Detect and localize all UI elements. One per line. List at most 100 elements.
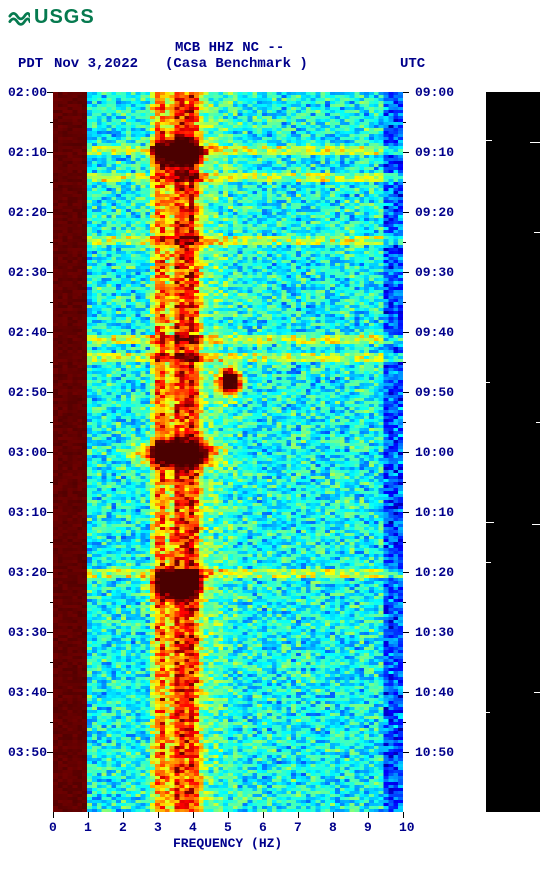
header-station: MCB HHZ NC -- (175, 40, 284, 56)
left-tick (47, 212, 53, 213)
left-minor-tick (50, 302, 53, 303)
x-tick-label: 0 (49, 820, 57, 835)
left-time-label: 03:20 (8, 565, 47, 580)
right-time-label: 09:00 (415, 85, 454, 100)
right-tick (403, 272, 409, 273)
left-minor-tick (50, 122, 53, 123)
left-tick (47, 692, 53, 693)
right-minor-tick (403, 662, 406, 663)
left-time-label: 03:50 (8, 745, 47, 760)
left-time-label: 03:40 (8, 685, 47, 700)
left-time-label: 03:30 (8, 625, 47, 640)
x-tick (333, 812, 334, 818)
x-tick (88, 812, 89, 818)
right-minor-tick (403, 302, 406, 303)
x-tick-label: 5 (224, 820, 232, 835)
left-time-label: 02:30 (8, 265, 47, 280)
left-time-label: 03:00 (8, 445, 47, 460)
right-minor-tick (403, 542, 406, 543)
amplitude-fleck (530, 142, 540, 143)
header-left-tz: PDT (18, 56, 43, 72)
right-minor-tick (403, 362, 406, 363)
right-minor-tick (403, 602, 406, 603)
header-date: Nov 3,2022 (54, 56, 138, 72)
left-minor-tick (50, 182, 53, 183)
left-tick (47, 332, 53, 333)
left-time-label: 02:40 (8, 325, 47, 340)
x-tick (368, 812, 369, 818)
right-tick (403, 212, 409, 213)
right-time-label: 09:20 (415, 205, 454, 220)
amplitude-strip (486, 92, 540, 812)
x-tick-label: 2 (119, 820, 127, 835)
right-tick (403, 452, 409, 453)
right-tick (403, 632, 409, 633)
right-time-label: 09:30 (415, 265, 454, 280)
right-tick (403, 752, 409, 753)
left-tick (47, 512, 53, 513)
right-minor-tick (403, 722, 406, 723)
right-minor-tick (403, 482, 406, 483)
left-minor-tick (50, 242, 53, 243)
amplitude-fleck (486, 140, 492, 141)
x-tick-label: 3 (154, 820, 162, 835)
right-time-label: 10:30 (415, 625, 454, 640)
left-minor-tick (50, 362, 53, 363)
amplitude-fleck (486, 382, 490, 383)
left-time-label: 02:00 (8, 85, 47, 100)
x-axis-title: FREQUENCY (HZ) (173, 836, 282, 851)
left-tick (47, 752, 53, 753)
amplitude-fleck (534, 692, 540, 693)
usgs-logo: USGS (8, 6, 95, 29)
usgs-logo-text: USGS (34, 6, 95, 29)
header-site: (Casa Benchmark ) (165, 56, 308, 72)
right-time-label: 10:50 (415, 745, 454, 760)
x-tick-label: 9 (364, 820, 372, 835)
left-minor-tick (50, 542, 53, 543)
x-tick-label: 4 (189, 820, 197, 835)
left-minor-tick (50, 602, 53, 603)
x-tick (123, 812, 124, 818)
right-tick (403, 92, 409, 93)
left-time-label: 03:10 (8, 505, 47, 520)
right-time-label: 10:10 (415, 505, 454, 520)
right-minor-tick (403, 182, 406, 183)
left-minor-tick (50, 722, 53, 723)
amplitude-fleck (486, 522, 494, 523)
x-tick-label: 8 (329, 820, 337, 835)
right-tick (403, 512, 409, 513)
right-time-label: 10:00 (415, 445, 454, 460)
x-tick-label: 7 (294, 820, 302, 835)
right-time-label: 10:40 (415, 685, 454, 700)
right-tick (403, 152, 409, 153)
x-tick (228, 812, 229, 818)
left-tick (47, 632, 53, 633)
right-minor-tick (403, 242, 406, 243)
right-tick (403, 572, 409, 573)
amplitude-fleck (486, 562, 491, 563)
spectrogram (53, 92, 403, 812)
right-minor-tick (403, 422, 406, 423)
x-tick (53, 812, 54, 818)
amplitude-fleck (486, 712, 490, 713)
x-tick (158, 812, 159, 818)
left-tick (47, 572, 53, 573)
right-tick (403, 692, 409, 693)
left-tick (47, 92, 53, 93)
x-tick-label: 1 (84, 820, 92, 835)
amplitude-fleck (534, 232, 540, 233)
x-tick-label: 6 (259, 820, 267, 835)
header-right-tz: UTC (400, 56, 425, 72)
wave-icon (8, 7, 30, 29)
right-time-label: 10:20 (415, 565, 454, 580)
left-time-label: 02:20 (8, 205, 47, 220)
right-time-label: 09:50 (415, 385, 454, 400)
amplitude-fleck (536, 422, 540, 423)
left-time-label: 02:50 (8, 385, 47, 400)
left-minor-tick (50, 662, 53, 663)
left-tick (47, 452, 53, 453)
x-tick (193, 812, 194, 818)
x-tick (263, 812, 264, 818)
right-time-label: 09:10 (415, 145, 454, 160)
right-tick (403, 392, 409, 393)
